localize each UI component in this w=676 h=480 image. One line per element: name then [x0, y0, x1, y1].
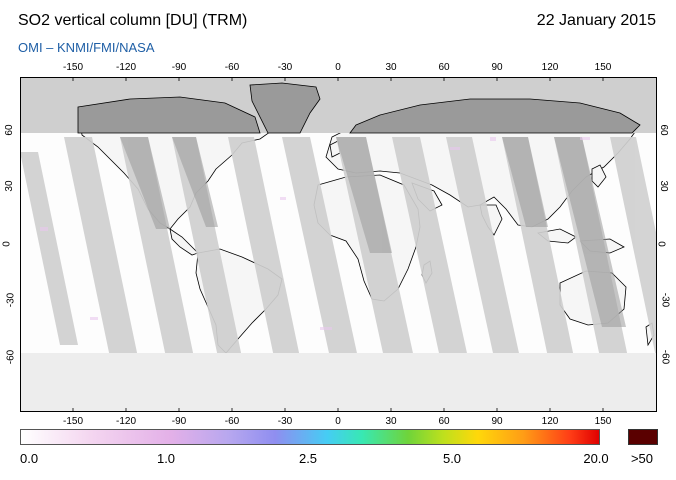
lon-tick-top: 0 [335, 62, 341, 73]
map-date: 22 January 2015 [536, 12, 656, 29]
lat-tick-right: -60 [659, 349, 671, 365]
so2-colorbar [20, 429, 600, 445]
lon-tick-bottom: 120 [541, 416, 559, 427]
lat-tick-right: -30 [659, 292, 671, 308]
map-title: SO2 vertical column [DU] (TRM) [18, 12, 248, 29]
north-land-no-data [77, 82, 641, 134]
colorbar-overflow-label: >50 [630, 451, 654, 466]
lat-tick-left: 60 [4, 124, 16, 136]
lon-tick-top: 90 [491, 62, 503, 73]
lon-tick-top: -90 [171, 62, 187, 73]
lon-tick-bottom: -120 [115, 416, 137, 427]
lon-tick-top: 30 [385, 62, 397, 73]
lon-tick-top: -120 [115, 62, 137, 73]
lon-tick-top: -30 [277, 62, 293, 73]
lon-tick-bottom: -30 [277, 416, 293, 427]
lon-tick-bottom: 30 [385, 416, 397, 427]
lon-tick-bottom: -150 [62, 416, 84, 427]
colorbar-label: 1.0 [156, 451, 176, 466]
colorbar-overflow-swatch [628, 429, 658, 445]
so2-noise [40, 137, 590, 330]
orbit-gap-land [120, 137, 626, 327]
colorbar-label: 2.5 [298, 451, 318, 466]
colorbar-label: 5.0 [442, 451, 462, 466]
lat-tick-right: 30 [658, 180, 670, 192]
lon-tick-bottom: 90 [491, 416, 503, 427]
colorbar-label: 20.0 [583, 451, 609, 466]
so2-world-map [20, 77, 657, 412]
lon-tick-top: 120 [541, 62, 559, 73]
colorbar-label: 0.0 [20, 451, 39, 466]
lat-tick-left: 30 [4, 180, 16, 192]
lat-tick-left: 0 [1, 241, 13, 247]
lon-tick-top: 150 [594, 62, 612, 73]
lon-tick-top: 60 [438, 62, 450, 73]
lon-tick-bottom: 150 [594, 416, 612, 427]
lat-tick-left: -60 [5, 349, 17, 365]
lon-tick-bottom: 0 [335, 416, 341, 427]
lat-tick-left: -30 [5, 292, 17, 308]
data-source-credit: OMI – KNMI/FMI/NASA [18, 40, 155, 55]
lon-tick-top: -150 [62, 62, 84, 73]
lat-tick-right: 60 [658, 124, 670, 136]
lon-tick-bottom: 60 [438, 416, 450, 427]
lon-tick-bottom: -90 [171, 416, 187, 427]
south-polar-low-data [20, 353, 657, 412]
map-frame [20, 77, 657, 412]
lon-tick-bottom: -60 [224, 416, 240, 427]
lon-tick-top: -60 [224, 62, 240, 73]
